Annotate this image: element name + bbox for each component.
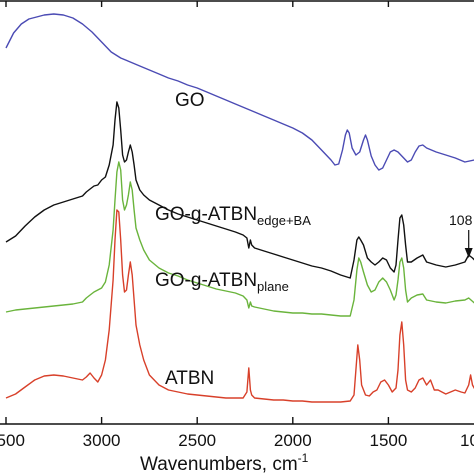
series-label-go-g-atbn-edge-ba: GO-g-ATBNedge+BA xyxy=(155,204,311,228)
x-tick-label: 2500 xyxy=(178,431,216,450)
x-tick-label: 3500 xyxy=(0,431,25,450)
series-label-go-g-atbn-plane: GO-g-ATBNplane xyxy=(155,270,289,294)
x-tick-label: 3000 xyxy=(83,431,121,450)
x-tick-label: 1500 xyxy=(369,431,407,450)
peak-annotation-arrow xyxy=(464,230,473,258)
x-tick-label: 10 xyxy=(460,431,474,450)
peak-annotation-label: 108 xyxy=(449,212,473,228)
series-line-3 xyxy=(5,209,474,403)
x-tick-label: 2000 xyxy=(274,431,312,450)
series-line-2 xyxy=(5,161,474,317)
series-layer xyxy=(5,13,474,403)
series-line-0 xyxy=(5,13,474,171)
x-axis-label: Wavenumbers, cm-1 xyxy=(140,451,309,474)
series-label-go: GO xyxy=(175,90,205,111)
series-label-atbn: ATBN xyxy=(165,368,214,389)
series-line-1 xyxy=(5,101,474,279)
x-axis: 3500 3000 2500 2000 1500 10 xyxy=(0,0,474,450)
